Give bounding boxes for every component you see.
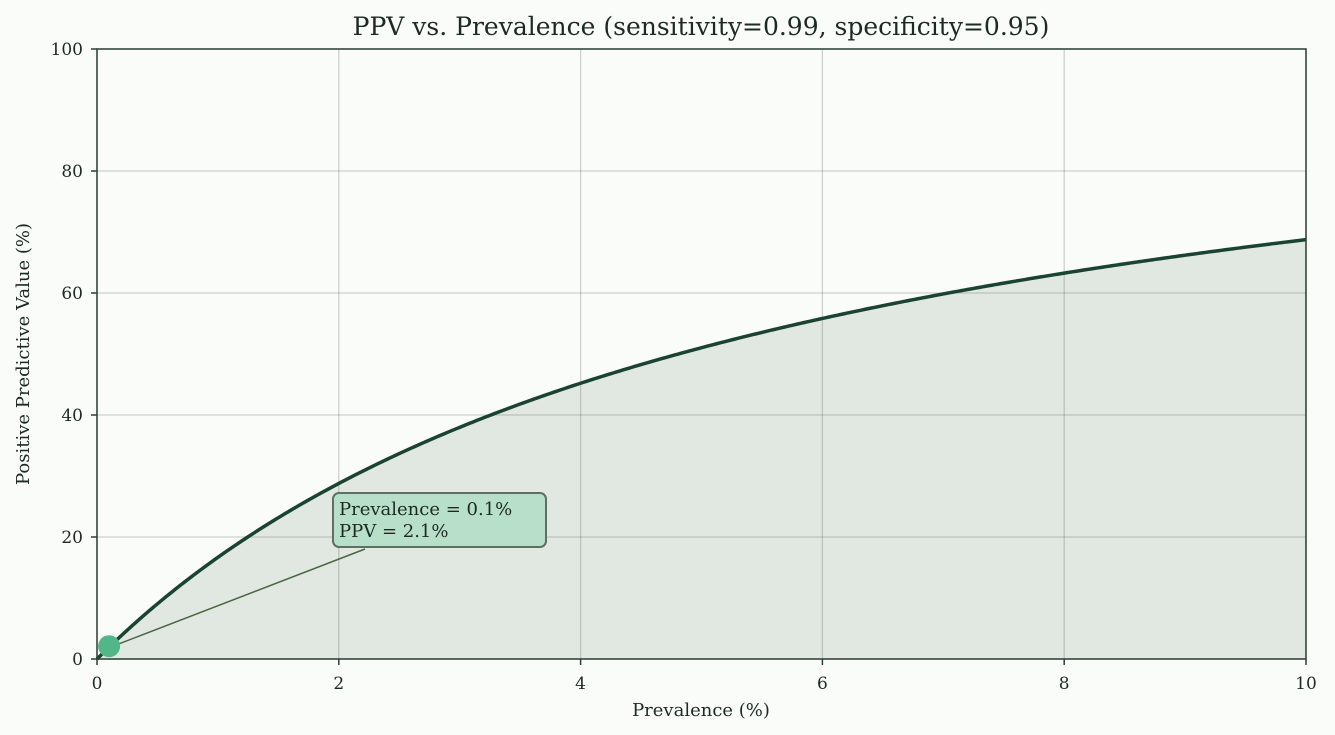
x-tick-label: 2 bbox=[333, 674, 344, 694]
chart-title: PPV vs. Prevalence (sensitivity=0.99, sp… bbox=[353, 12, 1050, 41]
annotation-arrow bbox=[117, 548, 366, 645]
ppv-curve bbox=[95, 237, 1307, 661]
y-tick-label: 60 bbox=[61, 284, 83, 304]
y-axis-label: Positive Predictive Value (%) bbox=[13, 223, 34, 485]
y-tick-label: 80 bbox=[61, 162, 83, 182]
x-axis-label: Prevalence (%) bbox=[632, 700, 770, 721]
y-tick-label: 20 bbox=[61, 528, 83, 548]
annotation-box bbox=[332, 492, 547, 548]
x-tick-label: 10 bbox=[1295, 674, 1317, 694]
plot-frame bbox=[96, 48, 1307, 660]
x-tick-label: 8 bbox=[1059, 674, 1070, 694]
y-tick-label: 100 bbox=[51, 40, 83, 60]
y-axis-ticks: 0 20 40 60 80 100 bbox=[51, 40, 97, 670]
x-axis-ticks: 0 2 4 6 8 10 bbox=[92, 659, 1317, 694]
x-tick-label: 4 bbox=[575, 674, 586, 694]
ppv-area-fill bbox=[97, 239, 1306, 659]
y-tick-label: 40 bbox=[61, 406, 83, 426]
y-tick-label: 0 bbox=[72, 650, 83, 670]
annotation-line1: Prevalence = 0.1% bbox=[339, 499, 512, 520]
annotation-line2: PPV = 2.1% bbox=[339, 521, 448, 542]
x-tick-label: 0 bbox=[92, 674, 103, 694]
x-tick-label: 6 bbox=[817, 674, 828, 694]
highlight-point bbox=[98, 635, 121, 658]
